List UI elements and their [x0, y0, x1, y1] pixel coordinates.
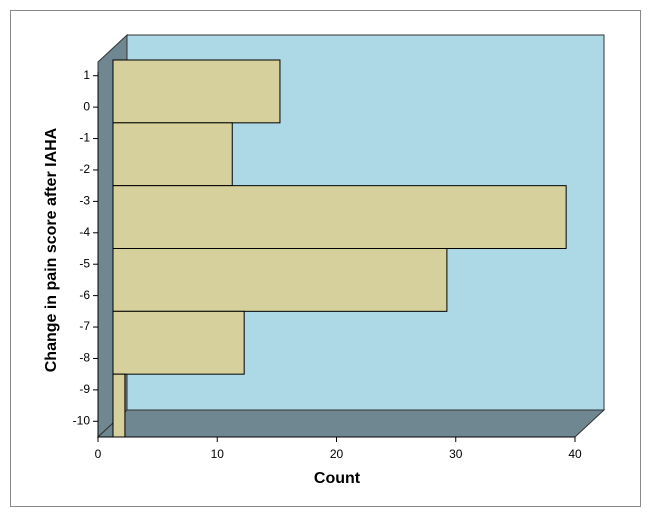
y-tick-label: -10: [73, 413, 91, 427]
y-tick-label: -9: [79, 382, 90, 396]
bar: [112, 248, 448, 312]
x-tick-label: 20: [330, 447, 344, 461]
y-tick-label: -2: [79, 162, 90, 176]
y-tick-label: -3: [79, 194, 90, 208]
x-tick-label: 10: [211, 447, 225, 461]
y-axis-label: Change in pain score after IAHA: [43, 127, 60, 372]
y-tick-label: -5: [79, 256, 90, 270]
x-tick-label: 0: [95, 447, 102, 461]
bar: [112, 59, 281, 124]
bar: [112, 185, 567, 250]
y-tick-label: 1: [83, 68, 90, 82]
x-axis-label: Count: [314, 470, 361, 487]
y-tick-label: 0: [83, 99, 90, 113]
x-tick-label: 30: [449, 447, 463, 461]
floor: [96, 409, 606, 438]
y-tick-label: -7: [79, 319, 90, 333]
y-tick-label: -6: [79, 288, 90, 302]
y-tick-label: -1: [79, 131, 90, 145]
bar: [112, 122, 233, 187]
y-tick-label: -4: [79, 225, 90, 239]
y-tick-label: -8: [79, 351, 90, 365]
bar: [112, 373, 126, 438]
bar: [112, 310, 245, 375]
x-tick-label: 40: [568, 447, 582, 461]
